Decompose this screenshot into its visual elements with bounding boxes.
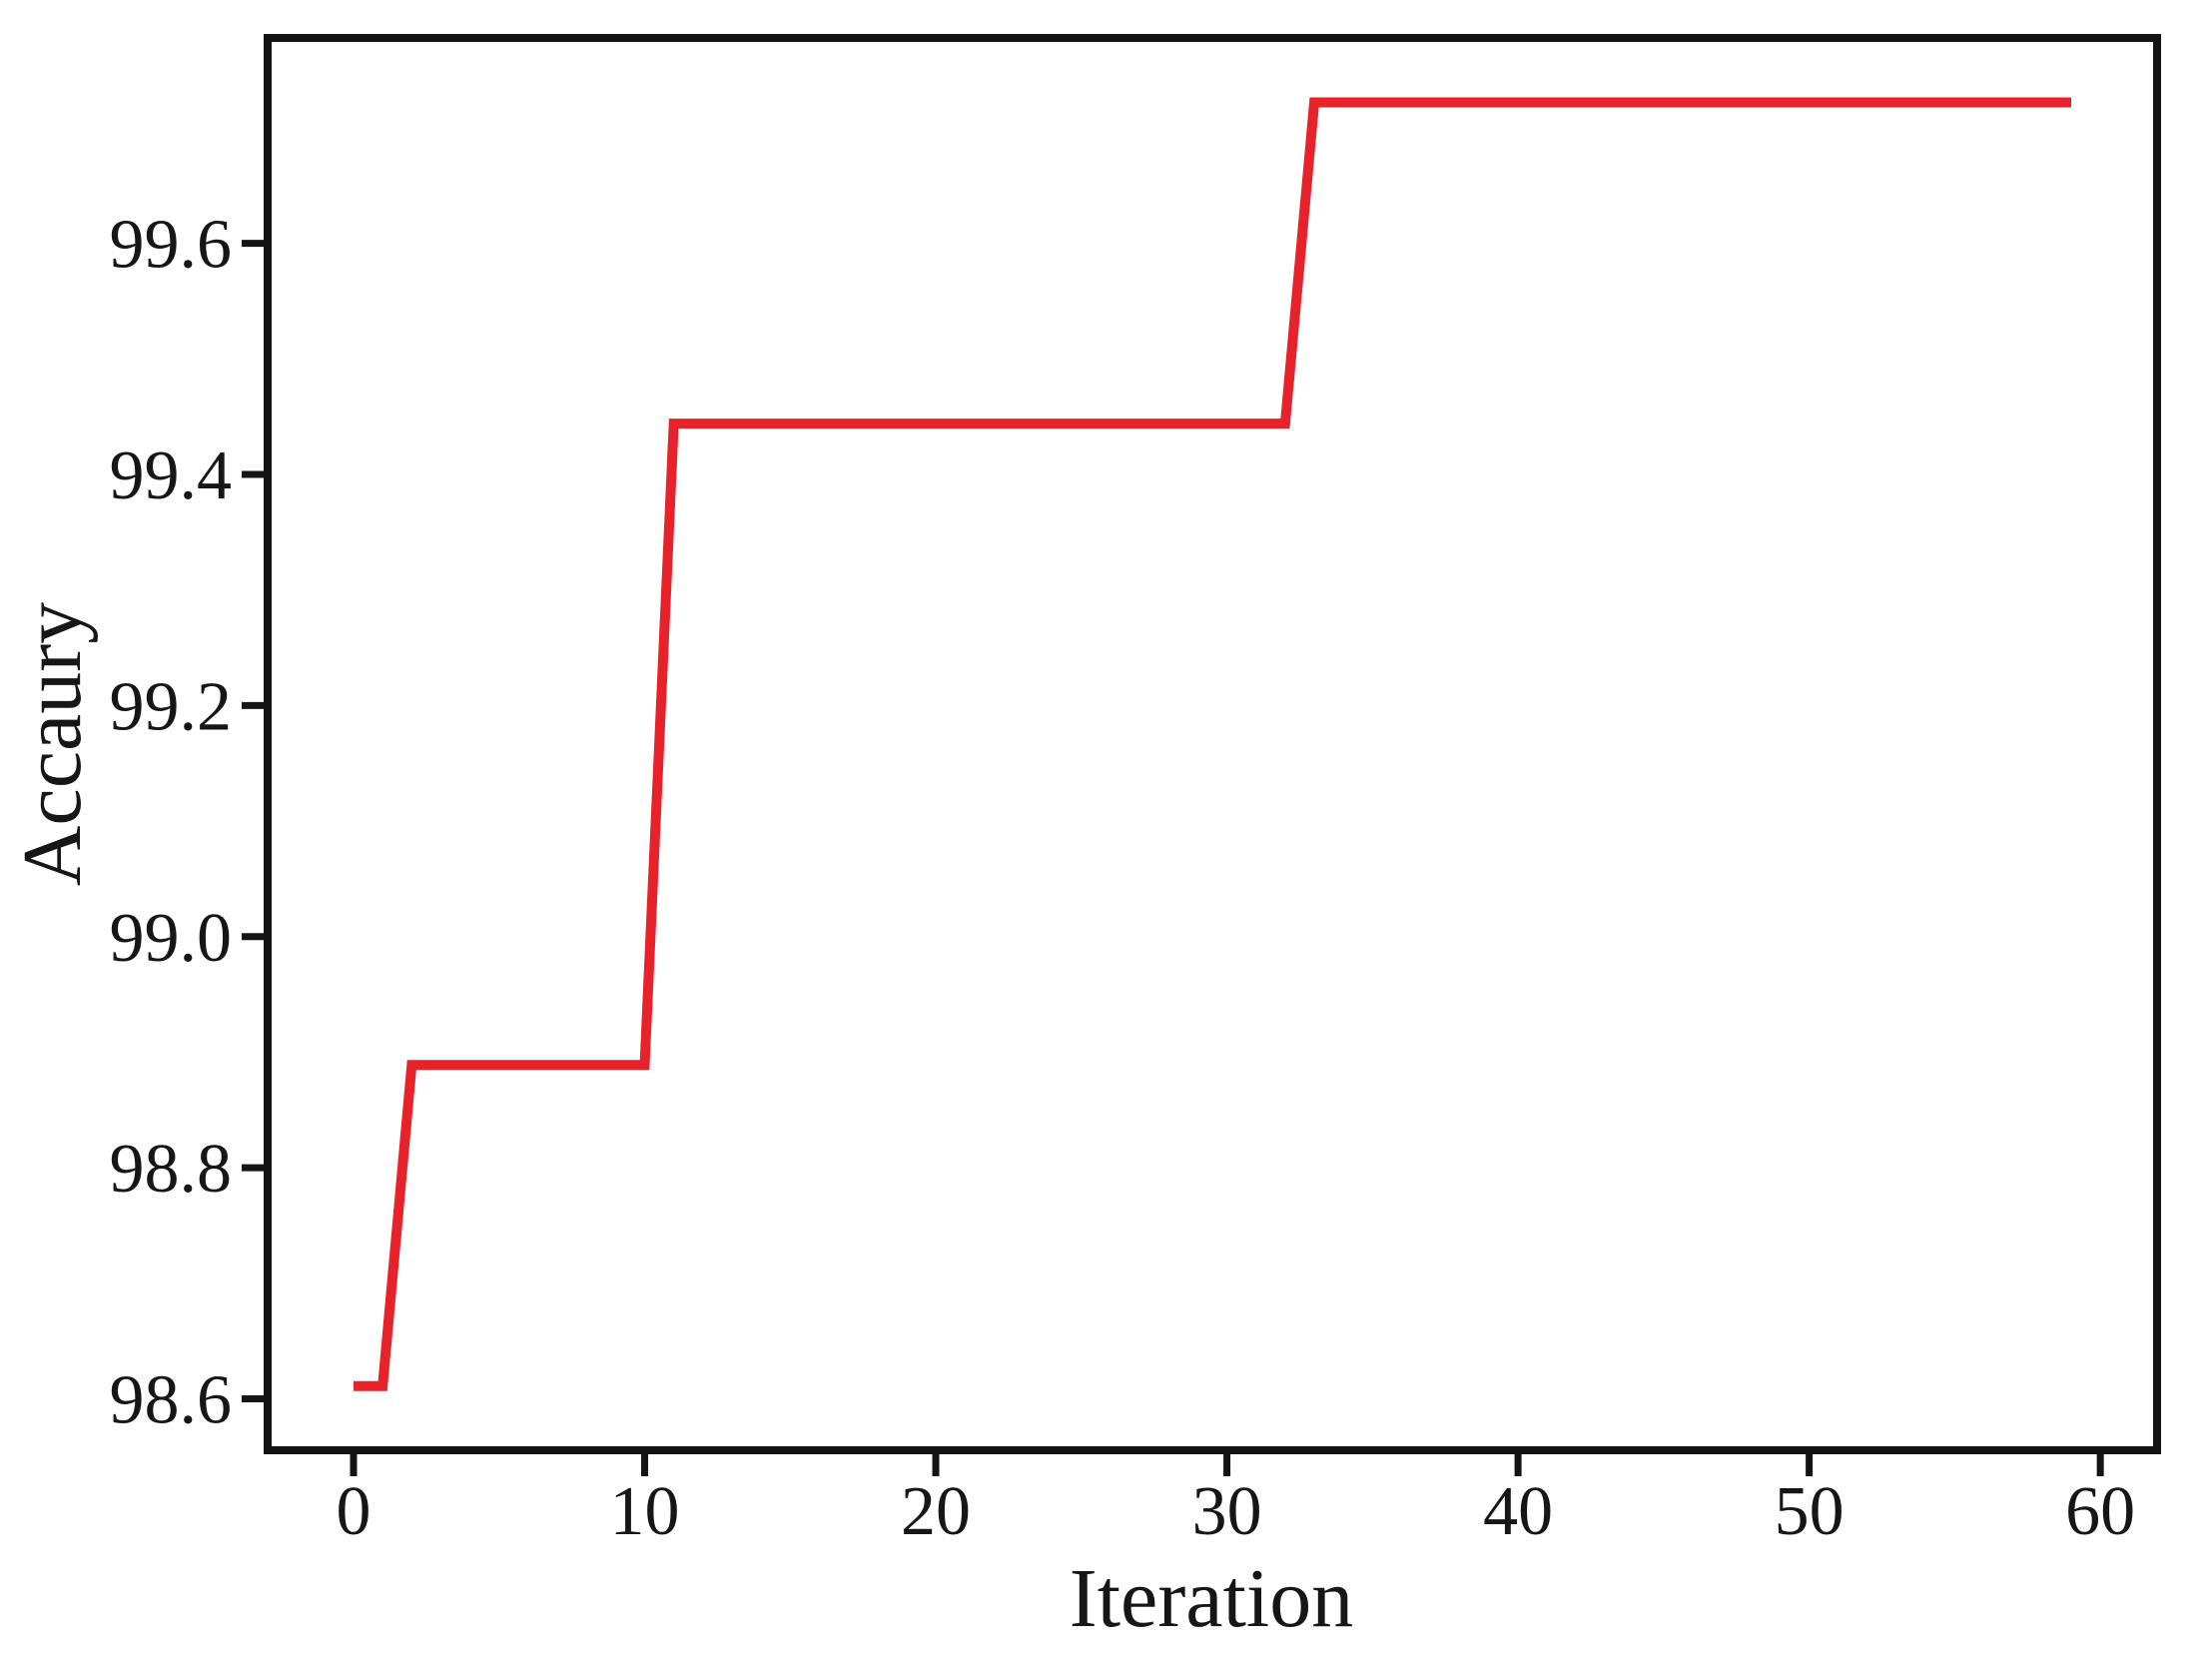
x-tick-label: 50 xyxy=(1775,1473,1844,1550)
x-tick-label: 30 xyxy=(1192,1473,1262,1550)
y-axis-label: Accaury xyxy=(6,602,99,886)
x-tick-label: 10 xyxy=(610,1473,680,1550)
y-tick-label: 99.6 xyxy=(110,207,233,284)
x-tick-label: 0 xyxy=(337,1473,371,1550)
x-axis-tick-labels: 0 10 20 30 40 50 60 xyxy=(337,1473,2136,1550)
x-tick-label: 60 xyxy=(2065,1473,2135,1550)
x-axis-ticks xyxy=(350,1454,2104,1476)
y-tick-label: 98.6 xyxy=(110,1362,233,1439)
x-tick-label: 20 xyxy=(901,1473,971,1550)
x-axis-label: Iteration xyxy=(1070,1552,1354,1645)
series-group xyxy=(354,97,2071,1391)
y-axis-tick-labels: 98.6 98.8 99.0 99.2 99.4 99.6 xyxy=(110,207,233,1439)
y-tick-label: 99.0 xyxy=(110,900,233,977)
y-axis-ticks xyxy=(242,240,264,1403)
y-tick-label: 99.2 xyxy=(110,668,233,745)
x-tick-label: 40 xyxy=(1483,1473,1553,1550)
y-tick-label: 99.4 xyxy=(110,437,233,514)
plot-frame xyxy=(264,34,2161,1454)
y-tick-label: 98.8 xyxy=(110,1131,233,1208)
series-line-accuracy-curve xyxy=(354,97,2071,1391)
